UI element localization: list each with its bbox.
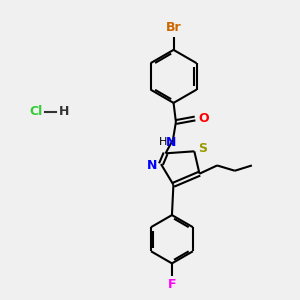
Text: N: N [146,159,157,172]
Text: S: S [198,142,207,155]
Text: F: F [168,278,176,290]
Text: N: N [166,136,177,148]
Text: H: H [59,105,69,118]
Text: O: O [199,112,209,125]
Text: Cl: Cl [29,105,43,118]
Text: H: H [159,137,168,147]
Text: Br: Br [166,21,182,34]
